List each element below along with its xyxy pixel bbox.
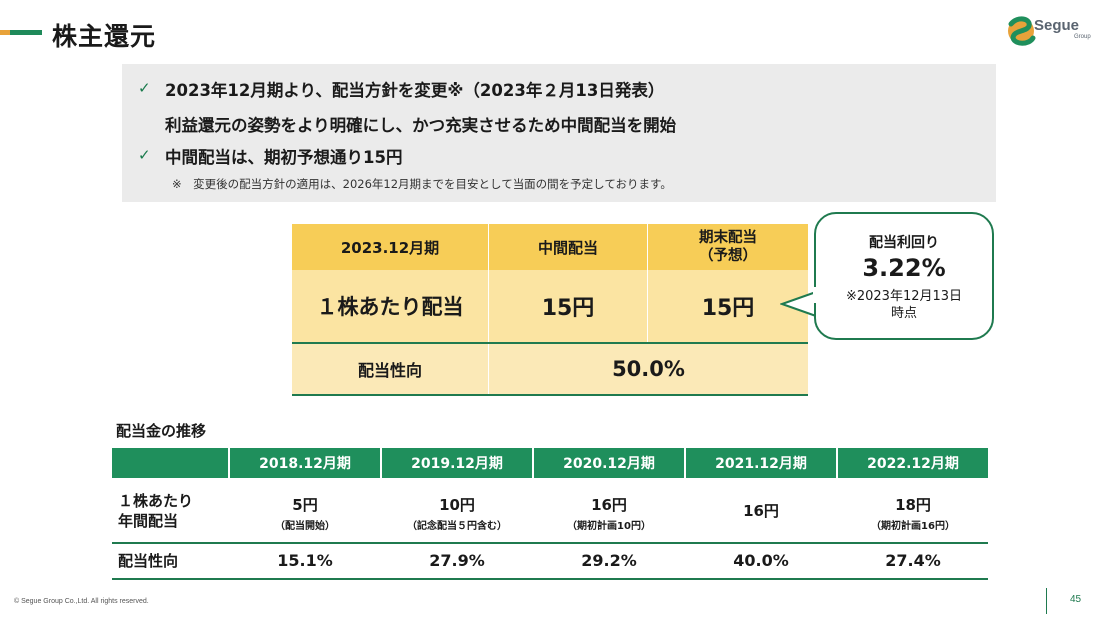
policy-line-1: 2023年12月期より、配当方針を変更※（2023年２月13日発表） bbox=[165, 81, 665, 100]
dividend-label-line-1: １株あたり bbox=[118, 492, 194, 510]
page-number: 45 bbox=[1070, 594, 1082, 605]
history-header-2022: 2022.12月期 bbox=[838, 448, 988, 478]
interim-value: 15円 bbox=[489, 270, 647, 342]
callout-label: 配当利回り bbox=[869, 235, 939, 251]
segue-logo-icon bbox=[1008, 16, 1036, 46]
checkmark-icon: ✓ bbox=[138, 146, 151, 164]
dividend-value: 5円 bbox=[292, 496, 318, 514]
history-header-blank bbox=[112, 448, 228, 478]
history-dividend-2018: 5円 （配当開始） bbox=[230, 494, 380, 532]
payout-value: 50.0% bbox=[489, 344, 808, 394]
dividend-value: 18円 bbox=[895, 496, 931, 514]
dividend-note: （期初計画16円） bbox=[871, 521, 955, 532]
footer-copyright: © Segue Group Co.,Ltd. All rights reserv… bbox=[14, 598, 149, 605]
page-title: 株主還元 bbox=[52, 22, 157, 51]
dividend-yield-callout bbox=[814, 212, 994, 340]
history-dividend-2019: 10円 （記念配当５円含む） bbox=[382, 494, 532, 532]
policy-note: ※ 変更後の配当方針の適用は、2026年12月期までを目安として当面の間を予定し… bbox=[172, 177, 672, 191]
dividend-value: 10円 bbox=[439, 496, 475, 514]
history-header-2021: 2021.12月期 bbox=[686, 448, 836, 478]
policy-info-box bbox=[122, 64, 996, 202]
history-dividend-2022: 18円 （期初計画16円） bbox=[838, 494, 988, 532]
title-accent-bar bbox=[0, 30, 42, 35]
logo-subtext: Group bbox=[1074, 34, 1091, 40]
history-dividend-2020: 16円 （期初計画10円） bbox=[534, 494, 684, 532]
history-header-2020: 2020.12月期 bbox=[534, 448, 684, 478]
callout-value: 3.22% bbox=[862, 254, 946, 282]
dividend-label-line-2: 年間配当 bbox=[118, 512, 179, 530]
history-row-payout-label: 配当性向 bbox=[118, 552, 179, 570]
history-row-dividend-label: １株あたり 年間配当 bbox=[118, 491, 193, 531]
yearend-value: 15円 bbox=[648, 270, 808, 342]
callout-note-time: 時点 bbox=[890, 306, 917, 321]
header-period: 2023.12月期 bbox=[292, 224, 488, 270]
history-payout-2019: 27.9% bbox=[429, 551, 485, 570]
table-divider bbox=[292, 342, 808, 344]
payout-label: 配当性向 bbox=[292, 344, 488, 394]
history-payout-2020: 29.2% bbox=[581, 551, 637, 570]
row-per-share-label: １株あたり配当 bbox=[292, 270, 488, 342]
callout-pointer bbox=[780, 291, 817, 317]
dividend-note: （記念配当５円含む） bbox=[407, 521, 507, 532]
dividend-value: 16円 bbox=[591, 496, 627, 514]
checkmark-icon: ✓ bbox=[138, 79, 151, 97]
history-bottom-rule bbox=[112, 578, 988, 580]
table-bottom-rule bbox=[292, 394, 808, 396]
history-row-divider bbox=[112, 542, 988, 544]
history-section-label: 配当金の推移 bbox=[116, 422, 207, 440]
dividend-note: （配当開始） bbox=[275, 521, 335, 532]
callout-note: ※2023年12月13日 時点 bbox=[822, 288, 986, 322]
history-payout-2018: 15.1% bbox=[277, 551, 333, 570]
policy-line-3: 中間配当は、期初予想通り15円 bbox=[165, 148, 403, 167]
callout-note-date: ※2023年12月13日 bbox=[845, 289, 963, 304]
history-dividend-2021: 16円 bbox=[686, 500, 836, 521]
header-yearend: 期末配当 （予想） bbox=[648, 224, 808, 270]
dividend-note: （期初計画10円） bbox=[567, 521, 651, 532]
history-payout-2021: 40.0% bbox=[733, 551, 789, 570]
history-header-2019: 2019.12月期 bbox=[382, 448, 532, 478]
logo-text: Segue bbox=[1034, 17, 1080, 34]
footer-rule bbox=[1046, 588, 1047, 614]
header-yearend-label: 期末配当 bbox=[699, 230, 757, 246]
dividend-value: 16円 bbox=[743, 502, 779, 520]
header-interim: 中間配当 bbox=[489, 224, 647, 270]
history-payout-2022: 27.4% bbox=[885, 551, 941, 570]
history-header-2018: 2018.12月期 bbox=[230, 448, 380, 478]
header-yearend-forecast: （予想） bbox=[699, 248, 757, 264]
policy-line-2: 利益還元の姿勢をより明確にし、かつ充実させるため中間配当を開始 bbox=[165, 116, 677, 135]
callout-pointer-mask bbox=[813, 287, 819, 303]
